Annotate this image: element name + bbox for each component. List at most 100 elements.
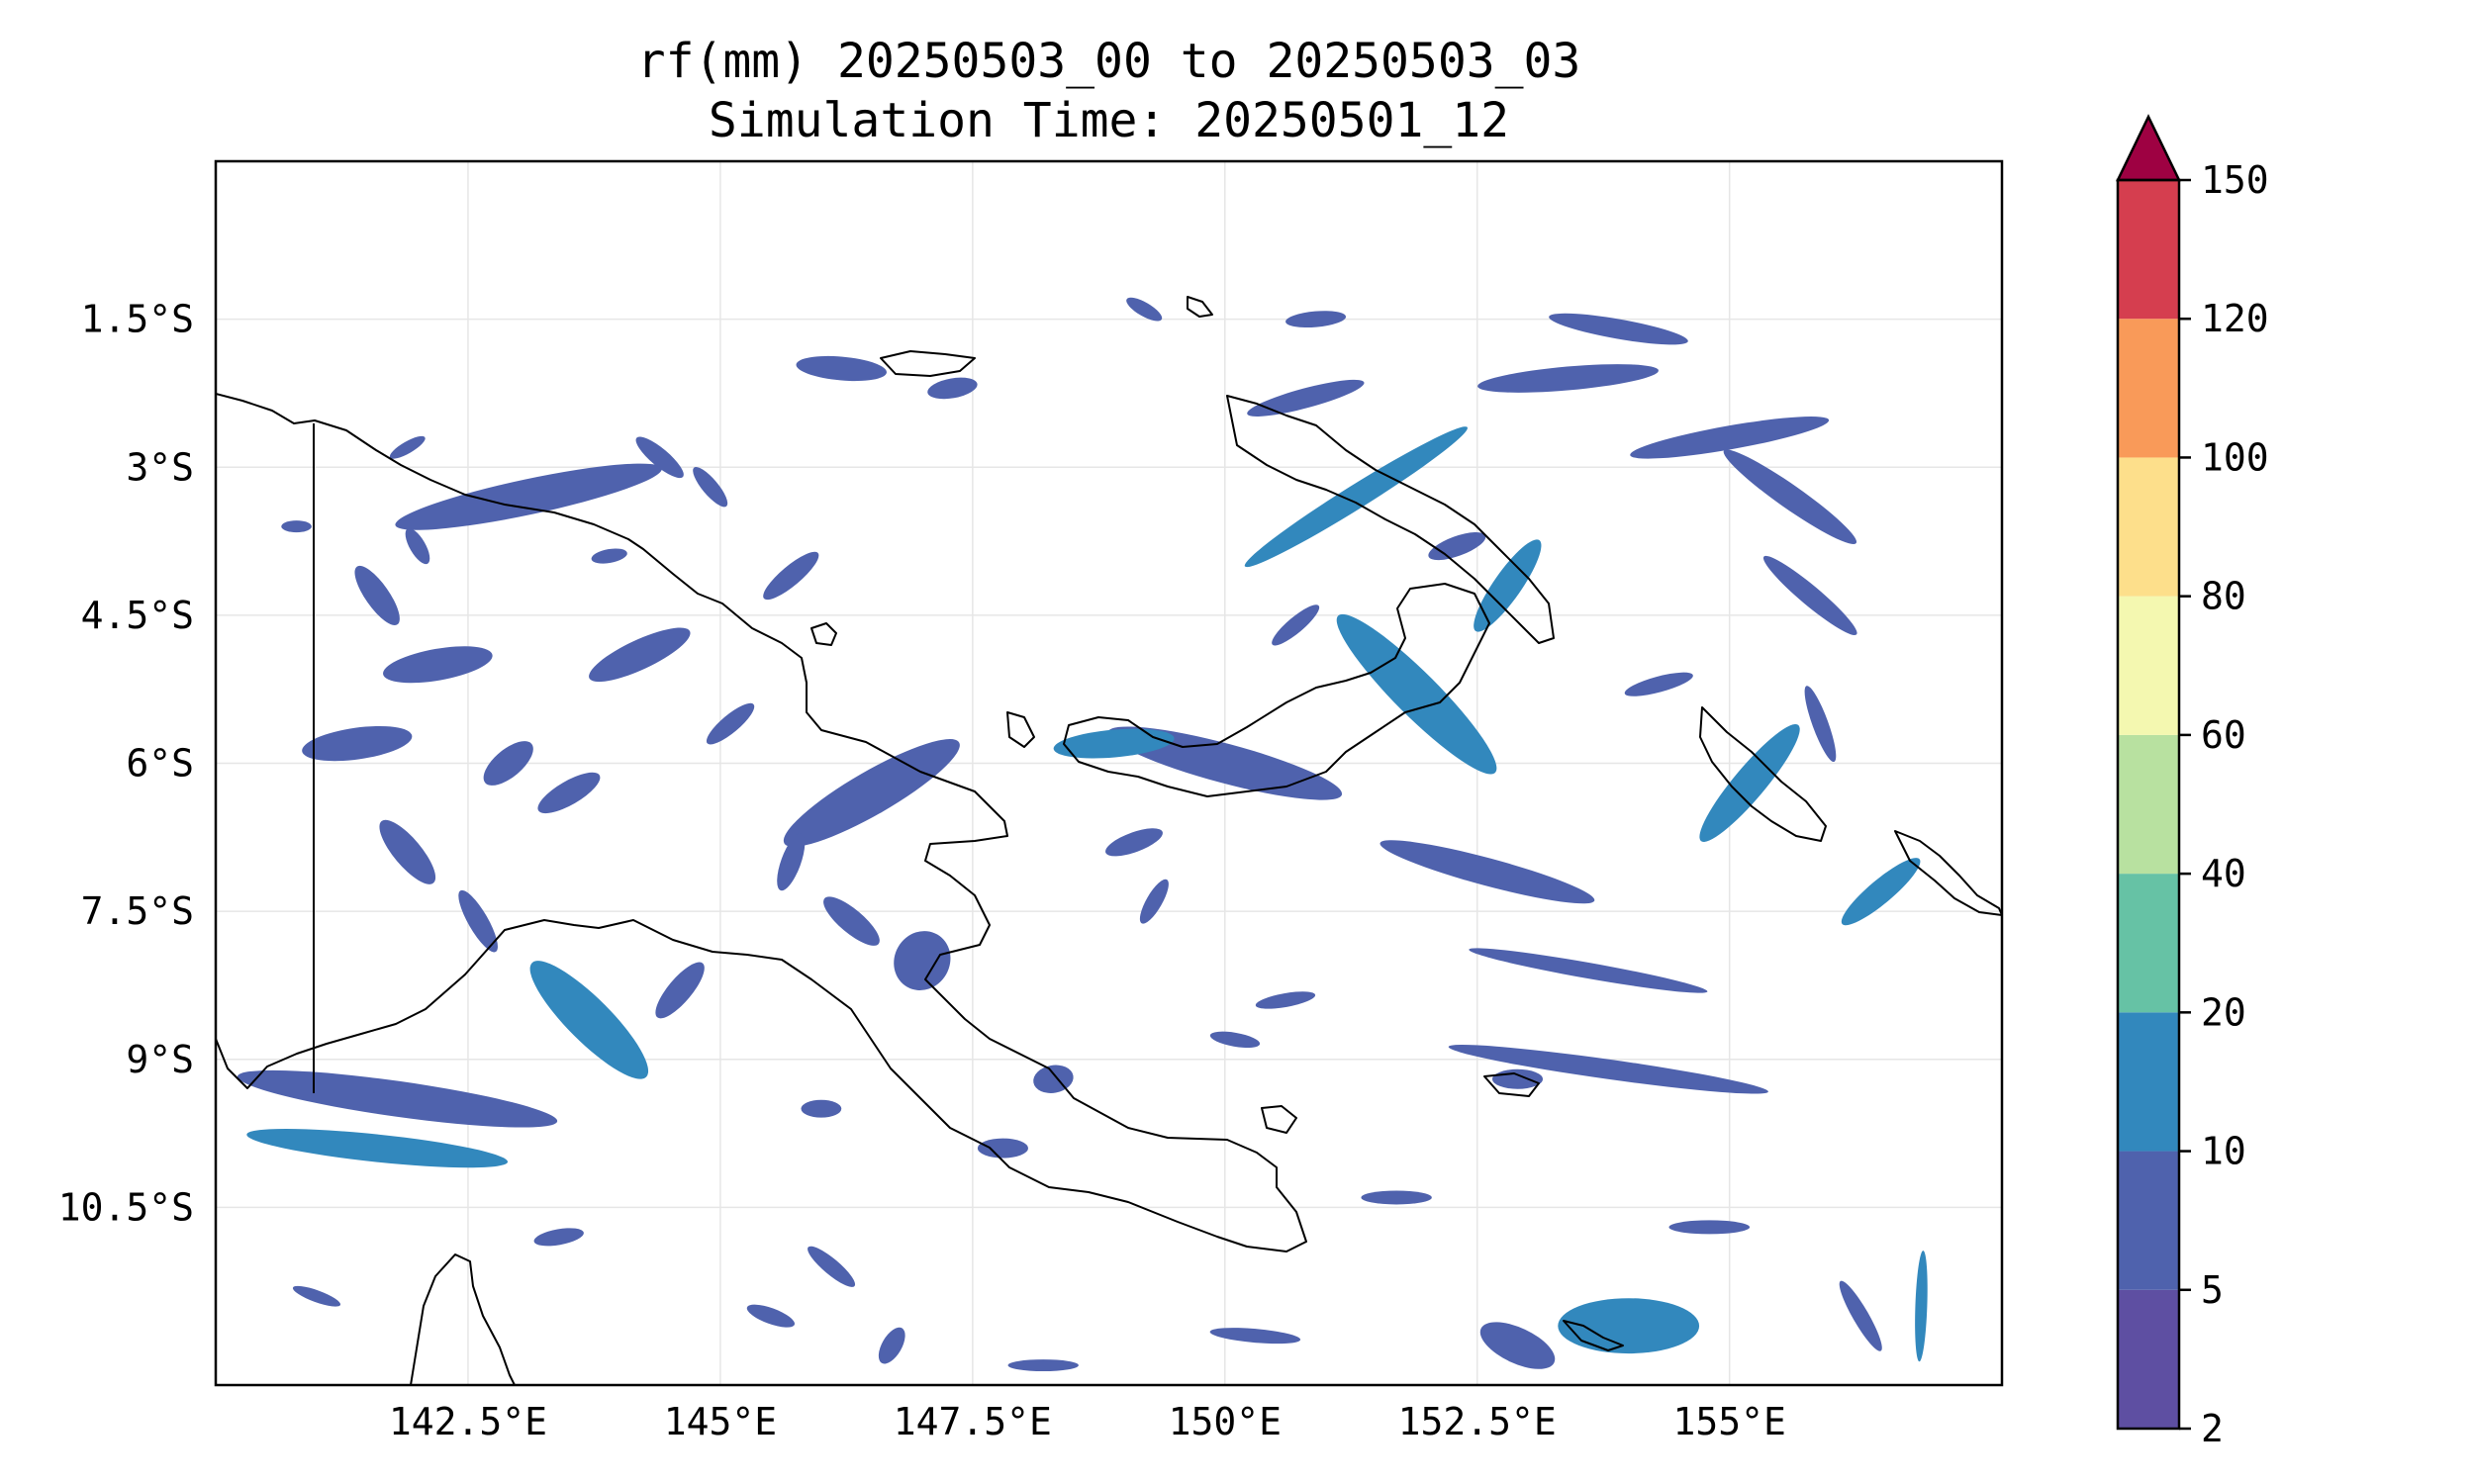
colorbar-frame xyxy=(2116,178,2181,1431)
rain-cell-66 xyxy=(801,1099,842,1118)
rain-cell-11 xyxy=(1699,723,1800,842)
rain-cell-25 xyxy=(1558,1298,1700,1354)
rain-cell-57 xyxy=(1624,672,1693,696)
rain-cell-67 xyxy=(533,1228,584,1247)
rain-cell-60 xyxy=(1361,1190,1432,1205)
rain-cell-31 xyxy=(483,741,533,786)
coastlines xyxy=(216,296,2002,1385)
rain-cell-56 xyxy=(1804,686,1837,763)
colorbar-segment-8 xyxy=(2118,180,2179,320)
lat-tick-label-0: 1.5°S xyxy=(81,298,194,341)
lon-tick-label-2: 147.5°E xyxy=(894,1400,1052,1443)
colorbar-segment-6 xyxy=(2118,457,2179,597)
colorbar-tick-label-2: 10 xyxy=(2201,1130,2246,1173)
rain-cell-48 xyxy=(635,436,684,479)
rain-cell-49 xyxy=(693,467,728,508)
rain-cell-69 xyxy=(878,1327,905,1364)
colorbar-segment-2 xyxy=(2118,1012,2179,1152)
map-title: rf(mm) 20250503_00 to 20250503_03 xyxy=(636,34,1581,89)
new-guinea-coastline xyxy=(216,393,1307,1252)
rain-cell-46 xyxy=(1492,1068,1544,1089)
rain-cell-39 xyxy=(823,896,880,946)
colorbar-tick-label-7: 100 xyxy=(2201,435,2269,479)
rain-cell-43 xyxy=(1139,879,1169,924)
bougainville-coastline xyxy=(1699,706,1827,842)
colorbar-segment-0 xyxy=(2118,1289,2179,1429)
colorbar: 2 5 10 20 40 60 80 100 120 150 xyxy=(2116,114,2269,1450)
rain-cell-36 xyxy=(777,833,806,891)
rain-cell-61 xyxy=(1668,1220,1751,1235)
colorbar-segment-4 xyxy=(2118,734,2179,875)
rain-cell-19 xyxy=(1549,313,1688,345)
rain-cell-53 xyxy=(281,520,312,533)
colorbar-tick-label-9: 150 xyxy=(2201,158,2269,202)
lat-tick-label-1: 3°S xyxy=(126,445,194,489)
rain-cell-22 xyxy=(1448,1045,1768,1094)
rain-cell-13 xyxy=(237,1069,558,1128)
rain-cell-63 xyxy=(1007,1359,1079,1372)
rain-cell-24 xyxy=(1762,555,1857,636)
rain-cell-28 xyxy=(1839,1280,1882,1351)
rain-cell-2 xyxy=(589,627,691,683)
rain-cell-34 xyxy=(458,889,498,953)
rain-cell-17 xyxy=(1477,364,1659,393)
cape-york-coastline xyxy=(410,1253,516,1385)
rain-cell-1 xyxy=(302,725,413,762)
colorbar-extend-triangle xyxy=(2116,114,2181,182)
lat-tick-label-2: 4.5°S xyxy=(81,594,194,637)
colorbar-tick-label-0: 2 xyxy=(2201,1407,2224,1450)
lat-tick-label-4: 7.5°S xyxy=(81,889,194,933)
rain-cell-4 xyxy=(894,931,951,990)
colorbar-tick-label-1: 5 xyxy=(2201,1268,2224,1312)
rain-cell-32 xyxy=(537,772,601,814)
rain-cell-5 xyxy=(796,355,887,382)
rain-cell-20 xyxy=(1723,449,1857,544)
rain-cell-52 xyxy=(389,435,426,459)
karkar-island-coastline xyxy=(810,622,837,646)
lon-tick-label-3: 150°E xyxy=(1169,1400,1282,1443)
rain-cell-38 xyxy=(763,551,819,601)
rain-cell-40 xyxy=(977,1138,1028,1159)
rain-cell-33 xyxy=(379,819,436,884)
rain-cell-27 xyxy=(1915,1251,1928,1362)
rain-cell-29 xyxy=(383,646,493,684)
rain-cell-51 xyxy=(405,527,430,565)
rain-cell-42 xyxy=(1105,828,1163,857)
map-background xyxy=(216,161,2002,1385)
lon-tick-label-0: 142.5°E xyxy=(389,1400,547,1443)
rain-cell-44 xyxy=(1255,991,1316,1009)
woodlark-island-coastline xyxy=(1483,1072,1540,1097)
rain-cell-18 xyxy=(1630,417,1830,459)
rain-cell-21 xyxy=(1380,840,1595,904)
colorbar-segment-1 xyxy=(2118,1151,2179,1290)
rain-cell-62 xyxy=(1209,1328,1301,1345)
rain-cell-6 xyxy=(1336,613,1497,775)
rain-cell-37 xyxy=(706,702,755,745)
rain-cell-30 xyxy=(354,565,400,625)
lon-tick-label-4: 152.5°E xyxy=(1398,1400,1557,1443)
colorbar-tick-label-3: 20 xyxy=(2201,990,2246,1034)
rain-cell-65 xyxy=(746,1304,795,1328)
rain-cell-26 xyxy=(1479,1322,1556,1369)
new-ireland-coastline xyxy=(1226,395,1555,644)
rain-cell-16 xyxy=(1247,379,1365,417)
lat-tick-label-6: 10.5°S xyxy=(58,1185,194,1229)
lat-tick-label-3: 6°S xyxy=(126,742,194,786)
colorbar-tick-label-8: 120 xyxy=(2201,297,2269,340)
colorbar-tick-label-5: 60 xyxy=(2201,713,2246,757)
rain-cell-3 xyxy=(783,739,960,847)
lon-tick-label-1: 145°E xyxy=(664,1400,777,1443)
rain-cell-45 xyxy=(1209,1031,1261,1049)
map-subtitle: Simulation Time: 20250501_12 xyxy=(708,93,1510,148)
colorbar-tick-label-4: 40 xyxy=(2201,852,2246,895)
rain-cell-12 xyxy=(1841,858,1921,926)
rain-cell-14 xyxy=(246,1128,509,1168)
rain-cell-15 xyxy=(529,961,649,1079)
colorbar-segment-5 xyxy=(2118,596,2179,735)
rain-cell-50 xyxy=(591,548,627,564)
rain-cell-64 xyxy=(808,1246,856,1287)
solomon-islands-coastline xyxy=(1894,830,2002,916)
colorbar-segment-3 xyxy=(2118,874,2179,1013)
longitude-tick-labels: 142.5°E 145°E 147.5°E 150°E 152.5°E 155°E xyxy=(389,1400,1786,1443)
